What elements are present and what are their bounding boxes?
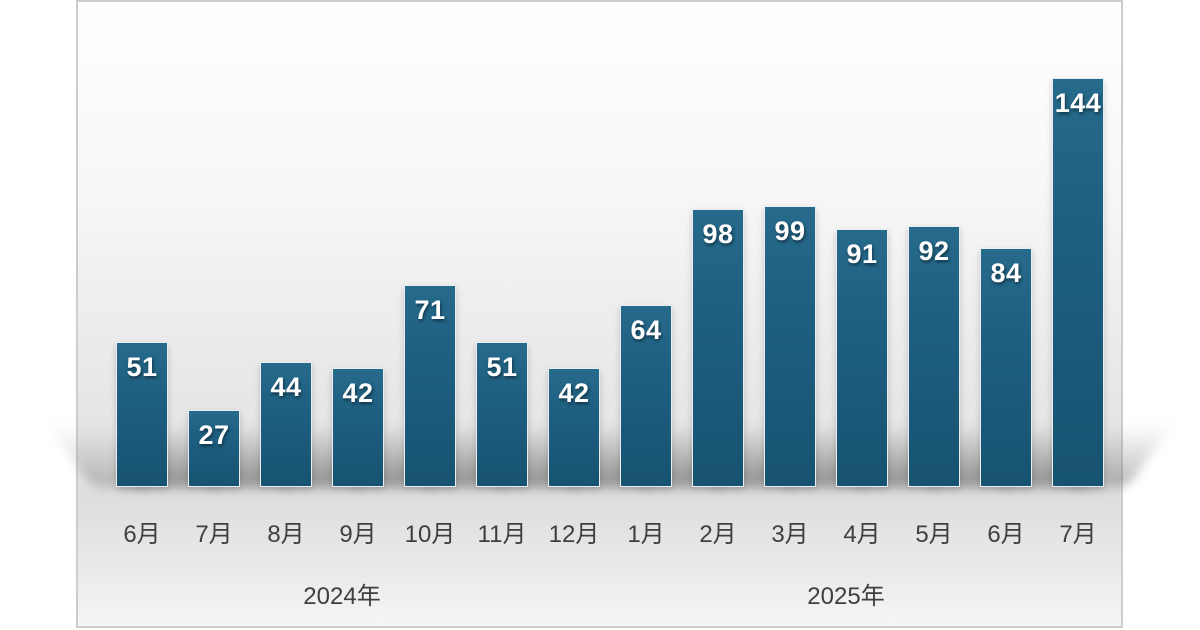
bar-value-label: 99 xyxy=(774,216,806,246)
bar-value-label: 71 xyxy=(414,295,446,325)
bar-cell: 98 xyxy=(624,2,812,487)
bar-cell: 91 xyxy=(768,2,956,487)
bar-cell: 44 xyxy=(192,2,380,487)
bar-value-label: 98 xyxy=(702,219,734,249)
bar-value-label: 91 xyxy=(846,239,878,269)
bar-cell: 84 xyxy=(912,2,1100,487)
bar-cell: 92 xyxy=(840,2,1028,487)
bar-value-label: 92 xyxy=(918,236,950,266)
bar-7月: 144 xyxy=(1052,78,1104,487)
bar-cell: 51 xyxy=(408,2,596,487)
month-tick-label: 7月 xyxy=(1059,521,1097,548)
month-tick-label: 12月 xyxy=(548,521,600,548)
month-tick-label: 8月 xyxy=(267,521,305,548)
bar-5月: 92 xyxy=(908,226,960,487)
bar-6月: 51 xyxy=(116,342,168,487)
bar-2月: 98 xyxy=(692,209,744,487)
year-group-label: 2025年 xyxy=(807,583,885,610)
bar-cell: 99 xyxy=(696,2,884,487)
month-tick-label: 4月 xyxy=(843,521,881,548)
bar-4月: 91 xyxy=(836,229,888,487)
month-tick-label: 6月 xyxy=(987,521,1025,548)
bar-1月: 64 xyxy=(620,305,672,487)
bar-value-label: 42 xyxy=(342,378,374,408)
bar-value-label: 144 xyxy=(1054,88,1102,118)
month-tick-label: 9月 xyxy=(339,521,377,548)
bar-value-label: 84 xyxy=(990,258,1022,288)
bar-cell: 51 xyxy=(48,2,236,487)
bar-value-label: 27 xyxy=(198,420,230,450)
year-axis: 2024年 2025年 xyxy=(106,576,1114,611)
bar-value-label: 42 xyxy=(558,378,590,408)
month-axis: 6月 7月 8月 9月 10月 11月 12月 1月 2月 3月 4月 5月 6月 7月 xyxy=(106,514,1114,549)
bar-value-label: 51 xyxy=(126,352,158,382)
bar-cell: 64 xyxy=(552,2,740,487)
bar-11月: 51 xyxy=(476,342,528,487)
bar-value-label: 44 xyxy=(270,372,302,402)
bar-8月: 44 xyxy=(260,362,312,487)
bar-cell: 27 xyxy=(120,2,308,487)
bar-cell: 144 xyxy=(984,2,1172,487)
month-tick-label: 1月 xyxy=(627,521,665,548)
bar-3月: 99 xyxy=(764,206,816,487)
bar-10月: 71 xyxy=(404,285,456,487)
chart-card: 51 27 44 42 71 51 42 64 98 99 91 92 84 144 6月 7月 8月 9月 10… xyxy=(48,0,1172,628)
bar-value-label: 64 xyxy=(630,315,662,345)
bar-cell: 42 xyxy=(264,2,452,487)
bar-6月: 84 xyxy=(980,248,1032,487)
month-tick-label: 10月 xyxy=(404,521,456,548)
month-tick-label: 11月 xyxy=(477,521,527,548)
month-tick-label: 2月 xyxy=(699,521,737,548)
bar-chart-plot-area: 51 27 44 42 71 51 42 64 98 99 91 92 84 144 xyxy=(48,2,1172,487)
year-group-label: 2024年 xyxy=(303,583,381,610)
bar-cell: 71 xyxy=(336,2,524,487)
bar-cell: 42 xyxy=(480,2,668,487)
month-tick-label: 5月 xyxy=(915,521,953,548)
month-tick-label: 3月 xyxy=(771,521,809,548)
bar-value-label: 51 xyxy=(486,352,518,382)
month-tick-label: 7月 xyxy=(195,521,233,548)
month-tick-label: 6月 xyxy=(123,521,161,548)
bar-7月: 27 xyxy=(188,410,240,487)
bar-12月: 42 xyxy=(548,368,600,487)
bar-9月: 42 xyxy=(332,368,384,487)
